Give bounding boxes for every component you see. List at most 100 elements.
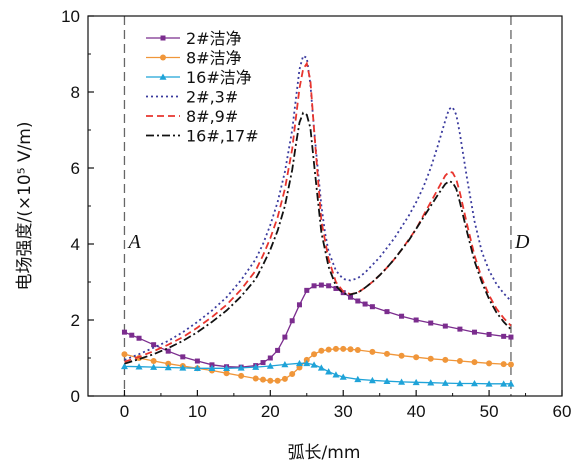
legend-label-0: 2#洁净 [186,29,242,48]
square-marker [160,35,166,41]
triangle-marker [164,364,172,371]
triangle-marker [332,371,340,378]
legend-label-5: 16#,17# [186,127,259,146]
vline-label-D: D [514,231,530,253]
triangle-marker [281,360,289,368]
circle-marker [325,346,332,353]
circle-marker [274,377,281,384]
square-marker [289,318,295,324]
triangle-marker [485,380,493,387]
square-marker [471,329,477,335]
y-tick-label: 6 [71,159,80,178]
circle-marker [456,358,463,365]
circle-marker [332,345,339,352]
triangle-marker [368,376,376,384]
circle-marker [486,360,493,367]
tick-labels: 0 10 20 30 40 50 60 0 2 4 6 8 10 [61,7,571,421]
x-axis-label: 弧长/mm [288,443,361,463]
square-marker [275,347,281,353]
triangle-marker [310,361,318,368]
triangle-marker [193,364,201,372]
x-tick-label: 0 [120,402,129,421]
circle-marker [165,360,172,367]
circle-marker [267,377,274,384]
triangle-marker [339,373,347,380]
triangle-marker [295,359,303,367]
circle-marker [354,347,361,354]
square-marker [340,290,346,296]
legend-label-4: 8#,9# [186,107,238,126]
x-tick-label: 30 [334,402,353,421]
circle-marker [223,370,230,377]
triangle-marker [441,379,449,386]
triangle-marker [507,380,515,387]
triangle-marker [223,364,231,372]
series-line [124,61,512,363]
triangle-marker [354,375,362,383]
triangle-marker [325,368,333,375]
circle-marker [289,370,296,377]
square-marker [326,283,332,289]
circle-marker [281,375,288,382]
circle-marker [121,351,128,358]
square-marker [428,320,434,326]
square-marker [348,294,354,300]
circle-marker [427,355,434,362]
triangle-marker [470,379,478,387]
axes [87,15,563,397]
y-tick-label: 10 [61,7,80,26]
x-tick-label: 10 [188,402,207,421]
square-marker [136,335,142,341]
square-marker [457,326,463,332]
plot-frame [87,15,563,397]
circle-marker [413,354,420,361]
square-marker [355,298,361,304]
square-marker [333,285,339,291]
square-marker [362,301,368,307]
circle-marker [260,376,267,383]
series-0 [121,282,514,370]
square-marker [486,331,492,337]
circle-marker [507,361,514,368]
triangle-marker [398,378,406,385]
square-marker [442,323,448,329]
series-line [124,111,512,365]
square-marker [194,358,200,364]
legend-label-2: 16#洁净 [186,68,252,87]
square-marker [399,313,405,319]
triangle-marker [456,379,464,387]
series-layer [120,54,515,387]
triangle-marker [208,364,216,372]
triangle-marker [150,363,158,370]
circle-marker [369,348,376,355]
square-marker [501,333,507,339]
circle-marker [150,358,157,365]
circle-marker [471,359,478,366]
y-tick-label: 8 [71,83,80,102]
series-1 [121,345,514,384]
series-2 [120,359,515,387]
circle-marker [398,352,405,359]
y-tick-label: 0 [71,387,80,406]
square-marker [369,304,375,310]
legend-label-1: 8#洁净 [186,49,242,68]
circle-marker [311,351,318,358]
y-tick-label: 4 [71,235,80,254]
square-marker [180,354,186,360]
square-marker [165,348,171,354]
triangle-marker [427,379,435,386]
vline-label-A: A [126,231,141,253]
triangle-marker [252,363,260,370]
square-marker [296,302,302,308]
square-marker [260,360,266,366]
circle-marker [252,375,259,382]
x-tick-label: 40 [407,402,426,421]
square-marker [267,355,273,361]
triangle-marker [179,364,187,371]
triangle-marker [303,359,311,367]
triangle-marker [266,362,274,369]
square-marker [413,317,419,323]
triangle-marker [135,363,143,370]
square-marker [318,282,324,288]
